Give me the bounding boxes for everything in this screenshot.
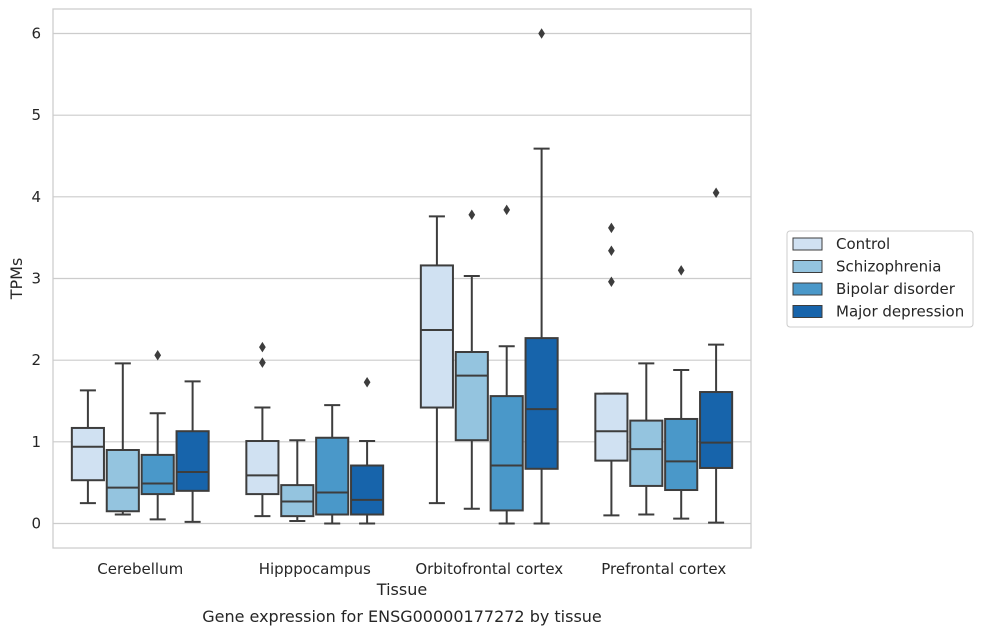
x-tick-label: Orbitofrontal cortex — [415, 560, 563, 578]
box-iqr — [245, 440, 280, 496]
y-tick-label: 1 — [31, 433, 41, 451]
box-iqr — [699, 391, 734, 469]
y-tick-label: 2 — [31, 351, 41, 369]
y-axis-label: TPMs — [7, 258, 26, 301]
x-tick-label: Cerebellum — [97, 560, 183, 578]
box — [175, 380, 210, 523]
x-tick-label: Prefrontal cortex — [601, 560, 726, 578]
series-3 — [175, 28, 734, 525]
series-1 — [105, 209, 664, 523]
legend-label: Bipolar disorder — [836, 280, 956, 298]
box-iqr — [105, 449, 140, 513]
box — [280, 439, 315, 523]
y-tick-label: 5 — [31, 106, 41, 124]
box — [419, 215, 454, 505]
outlier-point — [259, 357, 266, 368]
y-tick-label: 3 — [31, 270, 41, 288]
box — [70, 389, 105, 505]
outlier-point — [503, 204, 511, 216]
legend-label: Control — [836, 235, 890, 253]
legend-swatch — [792, 260, 823, 273]
box — [699, 187, 734, 524]
box — [315, 404, 350, 525]
legend-frame — [786, 230, 974, 328]
box — [350, 376, 385, 525]
box-iqr — [350, 464, 385, 516]
legend-label: Major depression — [836, 303, 964, 321]
box — [524, 28, 559, 525]
outlier-point — [259, 341, 266, 353]
outlier-point — [677, 265, 685, 276]
box-iqr — [594, 392, 629, 462]
x-tick-label: Hipppocampus — [259, 560, 371, 578]
box-iqr — [524, 337, 559, 470]
box-iqr — [489, 395, 524, 512]
series-0 — [70, 215, 629, 518]
y-tick-label: 0 — [31, 515, 41, 533]
box-iqr — [419, 264, 454, 409]
outlier-point — [608, 222, 615, 234]
box — [245, 341, 280, 518]
outlier-point — [154, 350, 162, 361]
legend-swatch — [792, 305, 823, 318]
outlier-point — [608, 276, 615, 288]
legend-swatch — [792, 237, 823, 251]
legend-label: Schizophrenia — [836, 258, 941, 276]
legend-swatch — [792, 282, 823, 296]
axes-frame — [52, 8, 752, 549]
x-axis-label: Tissue — [376, 580, 427, 599]
box-iqr — [629, 419, 664, 487]
box — [594, 222, 629, 517]
y-tick-label: 6 — [31, 25, 41, 43]
outlier-point — [712, 187, 720, 198]
box-iqr — [664, 417, 699, 492]
x-tick-labels: Cerebellum Hipppocampus Orbitofrontal cort… — [97, 560, 726, 578]
chart-caption: Gene expression for ENSG00000177272 by t… — [202, 607, 602, 626]
box-iqr — [315, 436, 350, 516]
box-iqr — [140, 453, 175, 496]
legend: Control Schizophrenia Bipolar disorder Majo… — [786, 230, 974, 328]
box — [489, 204, 524, 525]
y-tick-label: 4 — [31, 188, 41, 206]
box-iqr — [175, 430, 210, 492]
outlier-point — [363, 376, 371, 388]
box — [140, 350, 175, 521]
outlier-point — [468, 209, 476, 221]
box — [629, 362, 664, 516]
box-iqr — [70, 426, 105, 482]
box — [454, 209, 489, 510]
outlier-point — [538, 28, 545, 39]
box-iqr — [454, 351, 489, 442]
grid-lines — [53, 32, 751, 525]
box — [105, 362, 140, 516]
box — [664, 265, 699, 520]
outlier-point — [608, 245, 615, 256]
y-tick-labels: 0 1 2 3 4 5 6 — [31, 25, 41, 533]
box-groups — [70, 28, 734, 525]
series-2 — [140, 204, 699, 525]
